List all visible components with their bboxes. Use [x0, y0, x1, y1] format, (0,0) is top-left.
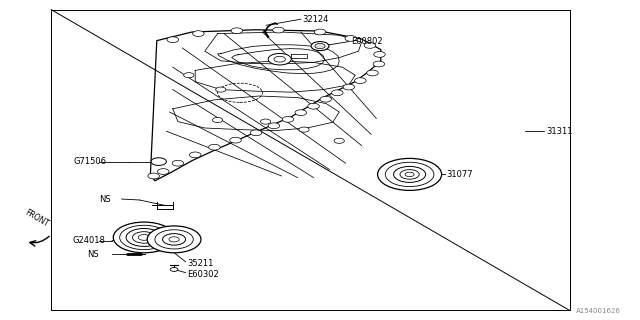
Text: 35211: 35211: [187, 260, 213, 268]
Circle shape: [299, 127, 309, 132]
Text: 32124: 32124: [303, 15, 329, 24]
Circle shape: [148, 173, 159, 179]
Text: G71506: G71506: [74, 157, 107, 166]
Circle shape: [184, 73, 194, 78]
Circle shape: [260, 119, 271, 124]
Circle shape: [172, 160, 184, 166]
Circle shape: [374, 52, 385, 57]
Text: NS: NS: [88, 250, 99, 259]
Circle shape: [268, 53, 291, 65]
Circle shape: [364, 43, 376, 48]
Circle shape: [345, 36, 356, 41]
Circle shape: [273, 27, 284, 33]
Circle shape: [113, 222, 175, 253]
Circle shape: [212, 117, 223, 123]
Text: E60302: E60302: [187, 270, 219, 279]
Circle shape: [378, 158, 442, 190]
Circle shape: [367, 70, 378, 76]
Text: G24018: G24018: [72, 236, 105, 245]
Text: E00802: E00802: [351, 37, 382, 46]
Circle shape: [308, 103, 319, 109]
Circle shape: [343, 84, 355, 90]
Circle shape: [231, 28, 243, 34]
Text: A154001626: A154001626: [576, 308, 621, 314]
Circle shape: [147, 226, 201, 253]
Text: NS: NS: [99, 195, 111, 204]
Circle shape: [157, 169, 169, 174]
Circle shape: [151, 158, 166, 165]
Circle shape: [282, 116, 294, 122]
Circle shape: [268, 123, 280, 129]
Circle shape: [193, 31, 204, 36]
Circle shape: [355, 78, 366, 84]
Circle shape: [216, 87, 226, 92]
Circle shape: [311, 42, 329, 51]
Circle shape: [315, 44, 325, 49]
Circle shape: [230, 137, 241, 143]
Circle shape: [209, 144, 220, 150]
Circle shape: [250, 130, 262, 136]
Text: FRONT: FRONT: [24, 208, 51, 229]
Text: 31311: 31311: [546, 127, 572, 136]
Text: 31077: 31077: [447, 170, 474, 179]
Circle shape: [334, 138, 344, 143]
Circle shape: [170, 268, 178, 271]
Circle shape: [295, 110, 307, 116]
Circle shape: [189, 152, 201, 158]
Circle shape: [320, 96, 332, 102]
Circle shape: [314, 29, 326, 35]
Circle shape: [167, 37, 179, 43]
Circle shape: [332, 90, 343, 96]
Circle shape: [373, 61, 385, 67]
